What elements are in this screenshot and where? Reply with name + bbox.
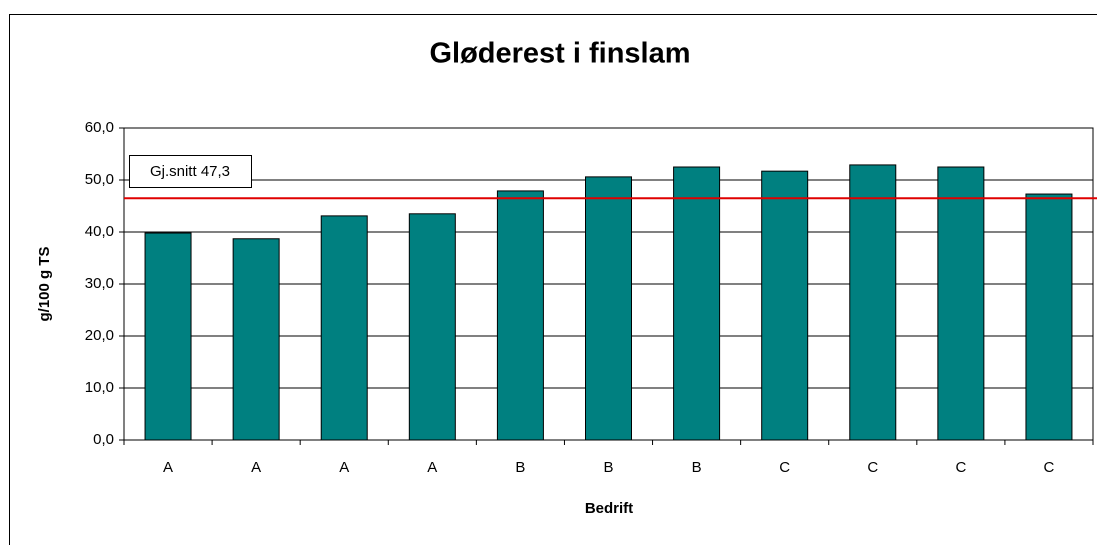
y-tick-label: 40,0: [85, 223, 114, 240]
bar: [497, 191, 543, 440]
x-tick-label: C: [867, 459, 878, 476]
x-tick-label: A: [427, 459, 437, 476]
bar: [321, 216, 367, 440]
x-tick-label: C: [1044, 459, 1055, 476]
bar: [674, 167, 720, 440]
y-tick-label: 20,0: [85, 327, 114, 344]
x-tick-label: A: [339, 459, 349, 476]
y-tick-label: 0,0: [93, 431, 114, 448]
annotation: Gj.snitt 47,3: [150, 163, 230, 180]
x-tick-label: C: [779, 459, 790, 476]
bar: [145, 233, 191, 440]
bar: [1026, 194, 1072, 440]
y-tick-label: 50,0: [85, 171, 114, 188]
x-tick-label: B: [692, 459, 702, 476]
y-tick-label: 60,0: [85, 119, 114, 136]
bar: [409, 214, 455, 440]
x-tick-label: C: [955, 459, 966, 476]
bar: [850, 165, 896, 440]
bar: [762, 171, 808, 440]
bar: [938, 167, 984, 440]
x-axis-label: Bedrift: [585, 500, 633, 517]
bar: [586, 177, 632, 440]
x-tick-label: A: [251, 459, 261, 476]
y-axis-label: g/100 g TS: [36, 246, 53, 321]
y-tick-label: 30,0: [85, 275, 114, 292]
y-tick-label: 10,0: [85, 379, 114, 396]
x-tick-label: B: [515, 459, 525, 476]
x-tick-label: B: [603, 459, 613, 476]
x-tick-label: A: [163, 459, 173, 476]
bar: [233, 239, 279, 440]
chart-title: Gløderest i finslam: [429, 38, 690, 70]
